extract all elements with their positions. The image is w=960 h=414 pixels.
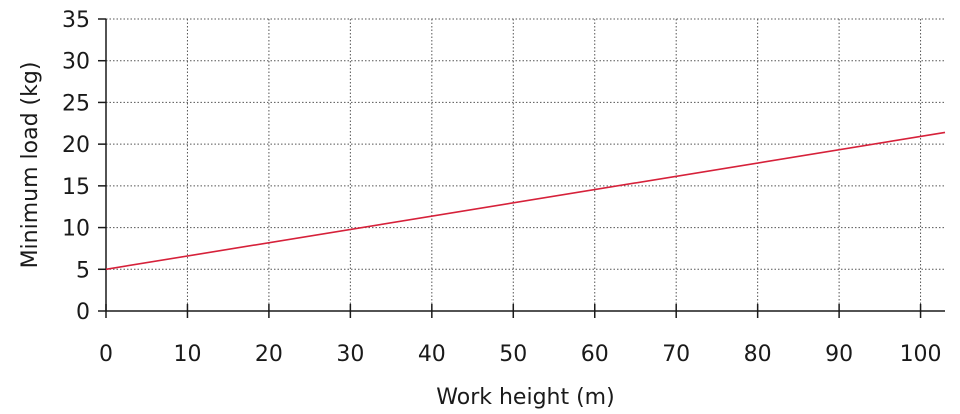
x-tick-label: 30 bbox=[336, 342, 364, 367]
y-tick-label: 20 bbox=[62, 133, 90, 158]
x-tick-label: 10 bbox=[173, 342, 201, 367]
series-line-0 bbox=[105, 131, 946, 271]
x-tick-label: 90 bbox=[825, 342, 853, 367]
x-tick-label: 70 bbox=[662, 342, 690, 367]
y-tick-label: 10 bbox=[62, 217, 90, 242]
x-tick-label: 50 bbox=[499, 342, 527, 367]
x-axis-title: Work height (m) bbox=[436, 385, 614, 410]
y-tick-label: 5 bbox=[76, 258, 90, 283]
y-tick-label: 30 bbox=[62, 50, 90, 75]
tick-labels: 0 5 10 15 20 25 30 35 0 10 20 30 40 50 60 70 80 90 100 bbox=[62, 8, 942, 367]
y-tick-label: 35 bbox=[62, 8, 90, 33]
axes bbox=[98, 18, 945, 318]
y-tick-label: 0 bbox=[76, 300, 90, 325]
x-tick-label: 60 bbox=[581, 342, 609, 367]
x-tick-label: 20 bbox=[255, 342, 283, 367]
y-tick-label: 25 bbox=[62, 91, 90, 116]
grid bbox=[106, 18, 945, 311]
x-tick-label: 40 bbox=[418, 342, 446, 367]
x-tick-label: 100 bbox=[900, 342, 942, 367]
y-axis-title: Minimum load (kg) bbox=[18, 62, 43, 269]
series bbox=[105, 131, 946, 271]
x-tick-label: 0 bbox=[99, 342, 113, 367]
x-tick-label: 80 bbox=[744, 342, 772, 367]
y-tick-label: 15 bbox=[62, 175, 90, 200]
